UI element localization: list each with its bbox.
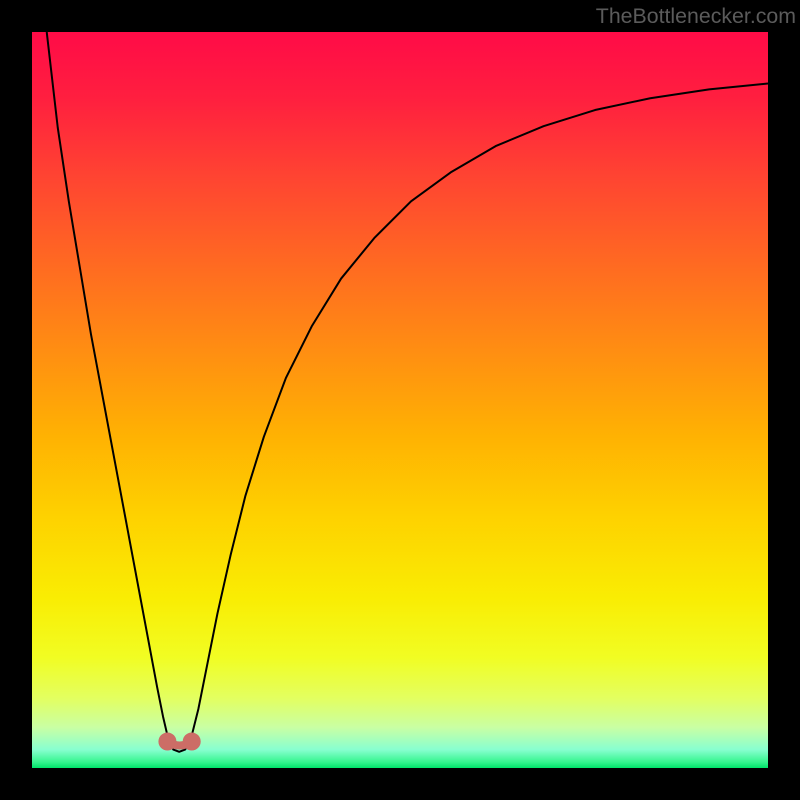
plot-area — [32, 32, 768, 768]
curve-svg — [32, 32, 768, 768]
marker-point-1 — [183, 733, 201, 751]
watermark-text: TheBottlenecker.com — [596, 4, 796, 29]
marker-point-0 — [158, 733, 176, 751]
bottleneck-curve — [47, 32, 768, 752]
